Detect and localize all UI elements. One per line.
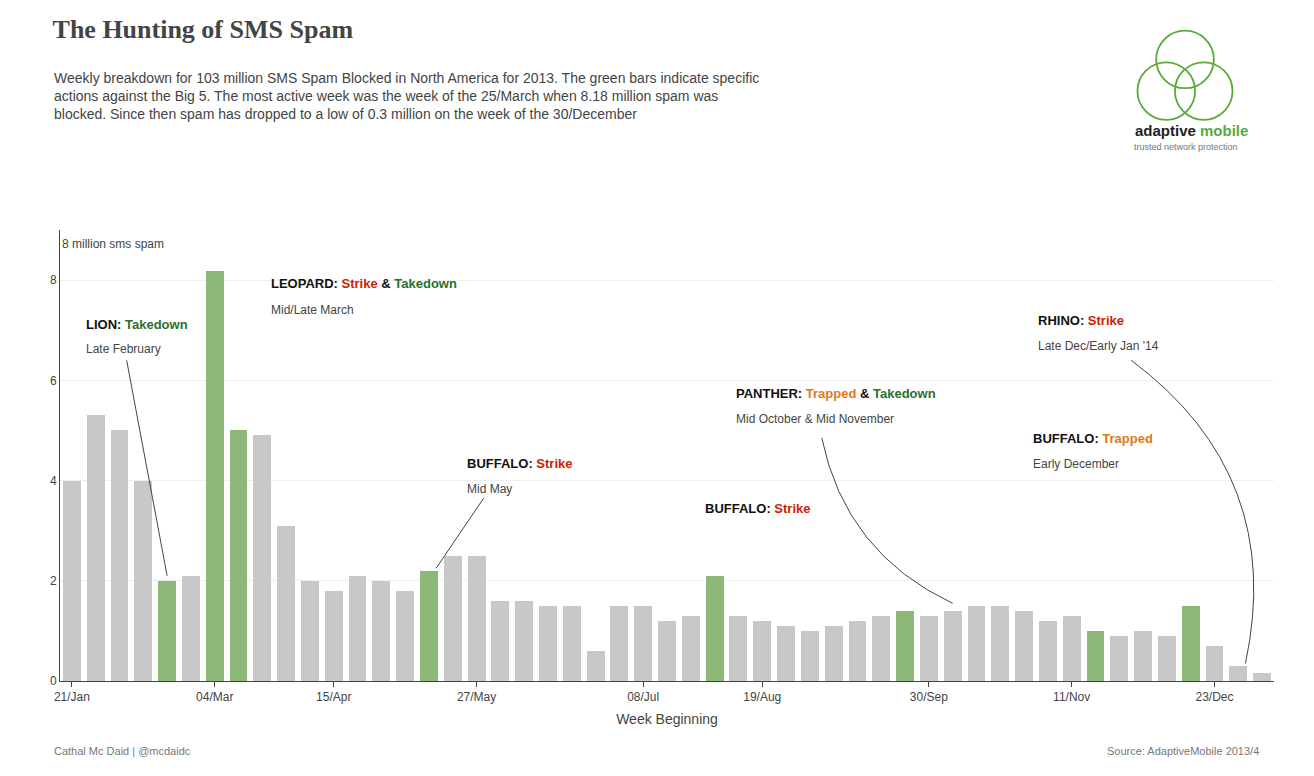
svg-text:6: 6 bbox=[50, 374, 57, 388]
svg-text:4: 4 bbox=[50, 474, 57, 488]
svg-text:Week Beginning: Week Beginning bbox=[616, 711, 718, 727]
svg-text:Early December: Early December bbox=[1033, 457, 1119, 471]
svg-text:23/Dec: 23/Dec bbox=[1195, 690, 1233, 704]
svg-text:Mid October & Mid November: Mid October & Mid November bbox=[736, 412, 894, 426]
svg-text:11/Nov: 11/Nov bbox=[1053, 690, 1090, 704]
svg-text:Late Dec/Early Jan '14: Late Dec/Early Jan '14 bbox=[1038, 339, 1159, 353]
svg-text:LEOPARD: Strike & Takedown: LEOPARD: Strike & Takedown bbox=[271, 276, 457, 291]
svg-text:21/Jan: 21/Jan bbox=[54, 690, 90, 704]
svg-text:Mid May: Mid May bbox=[467, 482, 512, 496]
svg-text:Late February: Late February bbox=[86, 342, 161, 356]
svg-text:Cathal Mc Daid | @mcdaidc: Cathal Mc Daid | @mcdaidc bbox=[54, 745, 191, 757]
svg-text:RHINO: Strike: RHINO: Strike bbox=[1038, 313, 1124, 328]
svg-text:08/Jul: 08/Jul bbox=[627, 690, 659, 704]
svg-text:PANTHER: Trapped & Takedown: PANTHER: Trapped & Takedown bbox=[736, 386, 936, 401]
svg-text:The Hunting of SMS Spam: The Hunting of SMS Spam bbox=[53, 15, 354, 44]
svg-text:trusted network protection: trusted network protection bbox=[1134, 142, 1238, 152]
svg-text:Mid/Late March: Mid/Late March bbox=[271, 303, 354, 317]
svg-text:LION: Takedown: LION: Takedown bbox=[86, 317, 188, 332]
svg-text:15/Apr: 15/Apr bbox=[316, 690, 351, 704]
svg-text:BUFFALO: Trapped: BUFFALO: Trapped bbox=[1033, 431, 1153, 446]
svg-text:8: 8 bbox=[50, 273, 57, 287]
svg-text:Source: AdaptiveMobile 2013/4: Source: AdaptiveMobile 2013/4 bbox=[1107, 745, 1259, 757]
svg-text:27/May: 27/May bbox=[457, 690, 496, 704]
svg-text:2: 2 bbox=[50, 574, 57, 588]
svg-text:19/Aug: 19/Aug bbox=[743, 690, 781, 704]
svg-text:BUFFALO: Strike: BUFFALO: Strike bbox=[705, 501, 810, 516]
svg-text:30/Sep: 30/Sep bbox=[910, 690, 948, 704]
svg-text:0: 0 bbox=[50, 674, 57, 688]
svg-text:adaptive mobile: adaptive mobile bbox=[1135, 122, 1248, 139]
svg-text:BUFFALO: Strike: BUFFALO: Strike bbox=[467, 456, 572, 471]
svg-text:8 million sms spam: 8 million sms spam bbox=[62, 237, 164, 251]
svg-text:Weekly breakdown for 103 milli: Weekly breakdown for 103 million SMS Spa… bbox=[54, 70, 759, 122]
svg-text:04/Mar: 04/Mar bbox=[196, 690, 233, 704]
